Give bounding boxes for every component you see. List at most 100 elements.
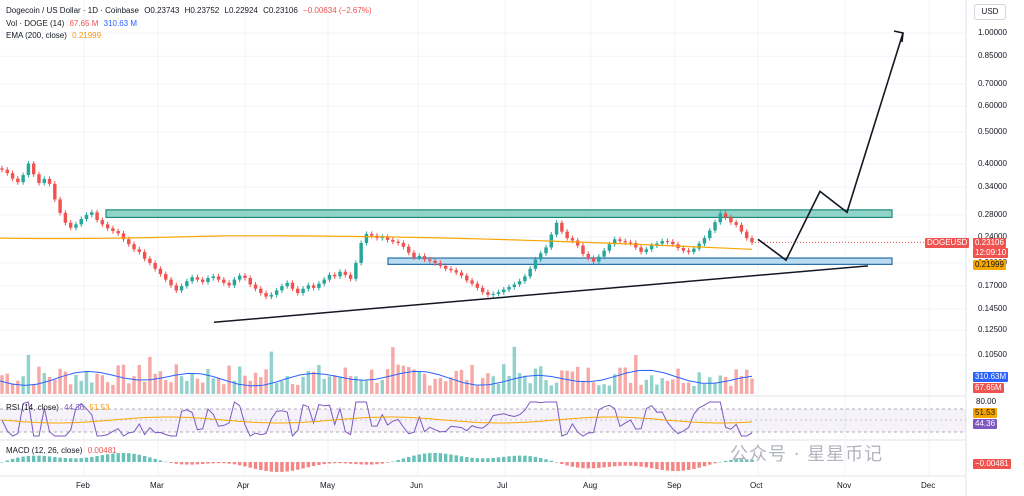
volume-bar [428,385,432,394]
macd-bar [105,454,110,462]
price-tick-label: 0.17000 [978,281,1007,291]
macd-bar [565,462,569,466]
volume-bar [153,373,157,394]
macd-bar [391,461,395,462]
candle [686,250,691,252]
candle [306,285,311,289]
volume-bar [480,378,485,394]
time-tick-label: Feb [76,481,90,490]
macd-bar [459,456,464,462]
candle [327,274,332,280]
volume-bar [417,371,421,394]
volume-bar [412,369,416,394]
volume-bar [105,382,110,394]
candle [475,283,480,288]
macd-bar [697,462,701,468]
volume-bar [639,384,643,394]
volume-bar [723,376,728,394]
candle [671,241,675,245]
volume-bar [301,376,305,394]
rsi-ma-tag: 51.53 [973,408,998,418]
volume-bar [665,380,670,394]
macd-bar [137,454,142,462]
volume-bar [565,370,569,394]
price-tick-label: 0.28000 [978,209,1007,219]
macd-bar [90,456,94,462]
candle [454,270,458,273]
candle [127,239,131,245]
vol-value2: 310.63 M [103,19,137,28]
volume-bar [718,375,723,394]
candle [713,222,717,231]
volume-bar [692,385,696,394]
macd-bar [116,453,120,462]
price-tick-label: 0.34000 [978,182,1007,192]
price-tick-label: 1.00000 [978,28,1007,37]
volume-bar [306,371,311,394]
macd-bar [317,462,321,465]
candle [222,279,226,283]
candle [449,268,453,271]
macd-bar [227,462,231,464]
candle [507,287,511,290]
macd-bar [745,459,749,462]
volume-bar [396,364,400,394]
volume-bar [285,376,289,394]
candle [137,249,142,252]
candle [179,286,184,291]
macd-bar [428,453,432,462]
volume-bar [607,385,612,394]
header-line-1: Dogecoin / US Dollar · 1D · Coinbase O0.… [6,6,375,16]
macd-bar [111,453,115,462]
time-tick-label: Apr [237,481,250,490]
volume-bar [158,371,163,394]
volume-bar [433,378,437,394]
volume-bar [0,375,4,394]
volume-bar [322,378,326,394]
macd-bar [47,456,52,462]
volume-bar [253,372,258,394]
candle [459,272,464,276]
candle [232,279,237,286]
vol-label[interactable]: Vol · DOGE (14) [6,19,65,28]
volume-bar [200,382,205,394]
macd-bar [95,456,99,462]
price-tick-label: 0.12500 [978,325,1007,335]
candle [158,268,163,275]
candle [142,251,147,259]
ema-label[interactable]: EMA (200, close) [6,31,67,40]
symbol-title[interactable]: Dogecoin / US Dollar · 1D · Coinbase [6,6,139,15]
volume-bar [164,379,168,394]
candle [95,212,99,221]
time-tick-label: Nov [837,481,852,490]
macd-bar [655,462,659,470]
candle [512,284,517,288]
macd-bar [274,462,279,472]
macd-bar [618,462,622,466]
macd-bar [121,452,126,462]
macd-bar [174,462,179,464]
macd-bar [681,462,686,471]
candle [570,238,575,241]
macd-label[interactable]: MACD (12, 26, close) [6,446,83,455]
candle [391,239,395,242]
volume-bar [734,369,738,394]
macd-bar [729,460,733,462]
volume-bar [31,384,36,394]
macd-bar [53,456,57,462]
currency-button[interactable]: USD [974,4,1006,20]
macd-bar [623,462,627,466]
volume-bar [327,376,332,394]
volume-bar [5,373,9,394]
volume-bar [111,384,115,394]
candle [211,276,215,278]
rsi-label[interactable]: RSI (14, close) [6,403,59,412]
volume-bar [248,380,252,394]
macd-bar [322,462,326,465]
macd-bar [380,462,384,464]
volume-bar [58,368,62,394]
macd-bar [734,459,738,462]
candle [539,253,543,260]
candle [623,241,627,243]
